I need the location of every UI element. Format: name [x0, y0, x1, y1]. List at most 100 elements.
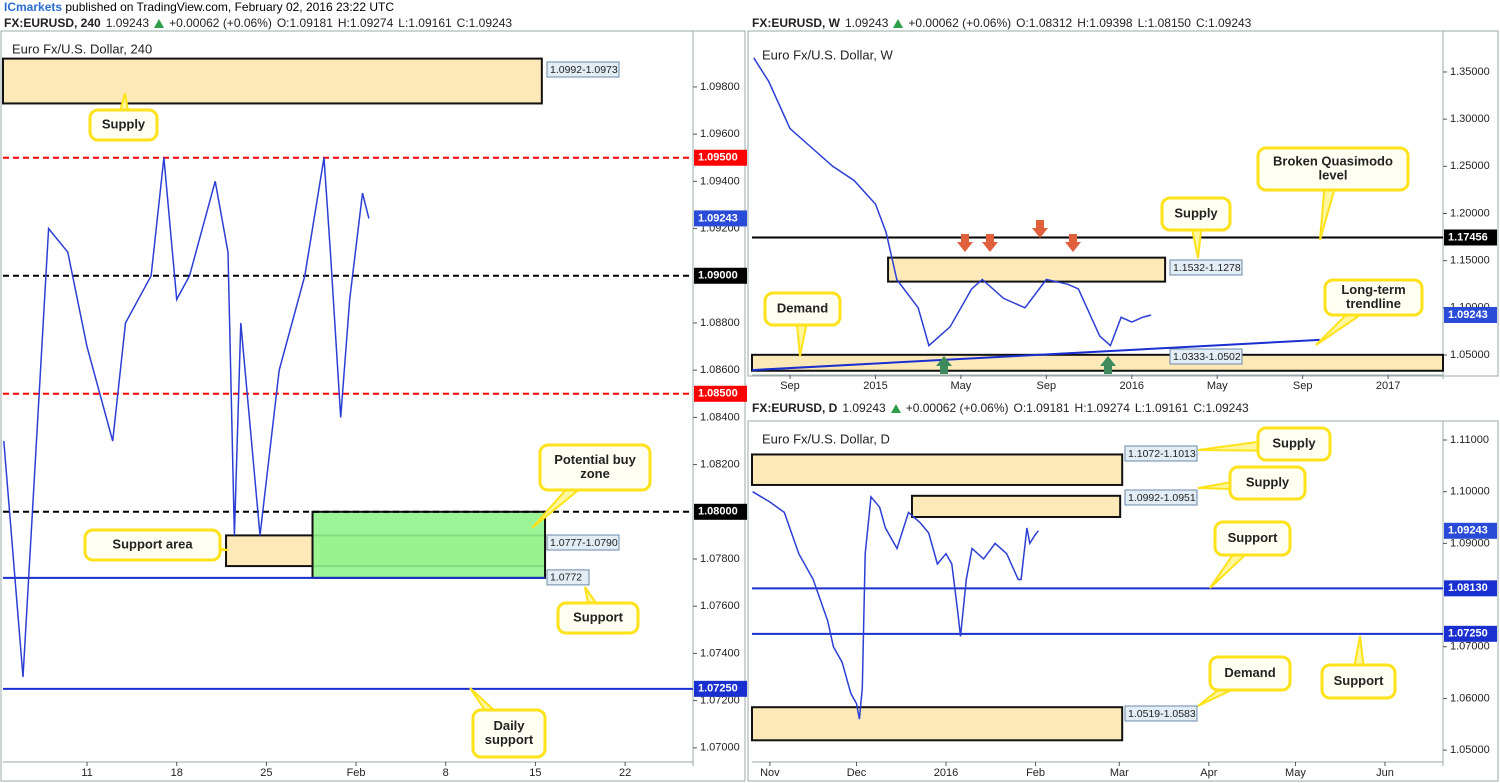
signal-arrow	[982, 242, 998, 252]
y-tick-label: 1.09600	[700, 128, 740, 140]
up-arrow	[893, 18, 904, 28]
callout-text: Long-term	[1341, 282, 1405, 297]
callout-text: zone	[580, 466, 610, 481]
y-tick-label: 1.09400	[700, 175, 740, 187]
y-tick-label: 1.08400	[700, 411, 740, 423]
ohlc: C:1.09243	[1195, 16, 1252, 30]
y-tick-label: 1.25000	[1450, 160, 1490, 172]
callout-box	[1160, 196, 1232, 232]
callout-text: Support area	[112, 536, 193, 551]
zone-label-box	[1124, 489, 1198, 506]
signal-arrow	[940, 366, 948, 374]
y-tick-label: 1.08200	[700, 458, 740, 470]
y-tick-label: 1.30000	[1450, 113, 1490, 125]
callout-text: trendline	[1346, 296, 1401, 311]
up-arrow	[154, 18, 165, 28]
zone-label: 1.1072-1.1013	[1128, 448, 1196, 460]
zone-label: 1.0777-1.0790	[550, 537, 618, 549]
x-tick-label: 2016	[1120, 380, 1144, 392]
callout-box	[1213, 520, 1292, 557]
signal-arrow	[1032, 228, 1048, 238]
zone	[910, 494, 1122, 519]
zone-label: 1.0992-1.0973	[550, 64, 618, 76]
level-label-box	[1444, 625, 1497, 642]
callout-box	[1208, 655, 1292, 692]
ohlc: C:1.09243	[456, 16, 513, 30]
y-tick-label: 1.07600	[700, 600, 740, 612]
y-tick-label: 1.05000	[1450, 744, 1490, 756]
current-price-box	[1444, 522, 1497, 539]
callout-text: Demand	[777, 300, 828, 315]
current-price: 1.09243	[698, 212, 738, 224]
signal-arrow	[1104, 366, 1112, 374]
x-tick-label: 15	[529, 767, 541, 779]
y-tick-label: 1.05000	[1450, 349, 1490, 361]
published: published on TradingView.com, February 0…	[65, 0, 395, 14]
signal-arrow	[1069, 234, 1077, 242]
level-label-box	[694, 385, 747, 402]
ohlc: O:1.08312	[1016, 16, 1073, 30]
y-tick-label: 1.15000	[1450, 255, 1490, 267]
x-tick-label: Sep	[780, 380, 800, 392]
level-label: 1.09500	[698, 152, 738, 164]
zone	[311, 510, 547, 579]
zone	[751, 706, 1124, 742]
x-tick-label: Mar	[1110, 767, 1129, 779]
ohlc: L:1.09161	[398, 16, 452, 30]
last-price: 1.09243	[842, 401, 886, 415]
signal-arrow	[986, 234, 994, 242]
signal-arrow	[1036, 220, 1044, 228]
callout-text: Support	[1334, 673, 1384, 688]
callout-text: support	[485, 732, 534, 747]
zone-label-box	[1124, 705, 1198, 722]
level-label-box	[694, 149, 747, 166]
callout-text: Daily	[493, 718, 525, 733]
x-tick-label: Sep	[1293, 380, 1313, 392]
current-price: 1.09243	[1448, 525, 1488, 537]
symbol: FX:EURUSD, D	[752, 401, 838, 415]
publisher: ICmarkets	[4, 0, 63, 14]
x-tick-label: 25	[260, 767, 272, 779]
y-tick-label: 1.07200	[700, 695, 740, 707]
level-label-box	[694, 267, 747, 284]
callout-box	[88, 108, 159, 142]
ohlc: O:1.09181	[1013, 401, 1070, 415]
ohlc: C:1.09243	[1193, 401, 1249, 415]
x-tick-label: 8	[443, 767, 449, 779]
level-label: 1.08000	[698, 506, 738, 518]
level-label: 1.17456	[1448, 231, 1488, 243]
panel-title: Euro Fx/U.S. Dollar, W	[762, 47, 893, 62]
callout-box	[556, 601, 640, 635]
change: +0.00062 (+0.06%)	[905, 401, 1009, 415]
callout-text: Supply	[1272, 435, 1316, 450]
zone-label: 1.0992-1.0951	[1128, 492, 1196, 504]
callout-text: Support	[573, 609, 623, 624]
signal-arrow	[936, 356, 952, 366]
chart-header: FX:EURUSD, 240 1.09243 +0.00062 (+0.06%) O:…	[4, 16, 512, 30]
ohlc: H:1.09398	[1077, 16, 1133, 30]
panel-frame	[0, 30, 746, 782]
price-line	[753, 57, 1152, 347]
callout-box	[1320, 663, 1397, 700]
zone	[751, 453, 1124, 486]
x-tick-label: 18	[171, 767, 183, 779]
symbol: FX:EURUSD, 240	[4, 16, 101, 30]
y-tick-label: 1.10000	[1450, 486, 1490, 498]
x-tick-label: Feb	[1026, 767, 1045, 779]
level-label-box	[1444, 580, 1497, 597]
y-tick-label: 1.07000	[700, 742, 740, 754]
x-tick-label: Feb	[347, 767, 366, 779]
signal-arrow	[1100, 356, 1116, 366]
callout-text: Supply	[1246, 474, 1290, 489]
callout-box	[1323, 278, 1424, 317]
zone-label-box	[546, 61, 620, 78]
publisher-line: ICmarkets published on TradingView.com, …	[4, 0, 394, 14]
x-tick-label: Jun	[1376, 767, 1394, 779]
callout-box	[1256, 426, 1332, 462]
y-tick-label: 1.35000	[1450, 66, 1490, 78]
panel-frame	[747, 30, 1499, 377]
callout-text: Demand	[1224, 665, 1275, 680]
zone-label-box	[1169, 348, 1243, 365]
ohlc: L:1.09161	[1134, 401, 1189, 415]
